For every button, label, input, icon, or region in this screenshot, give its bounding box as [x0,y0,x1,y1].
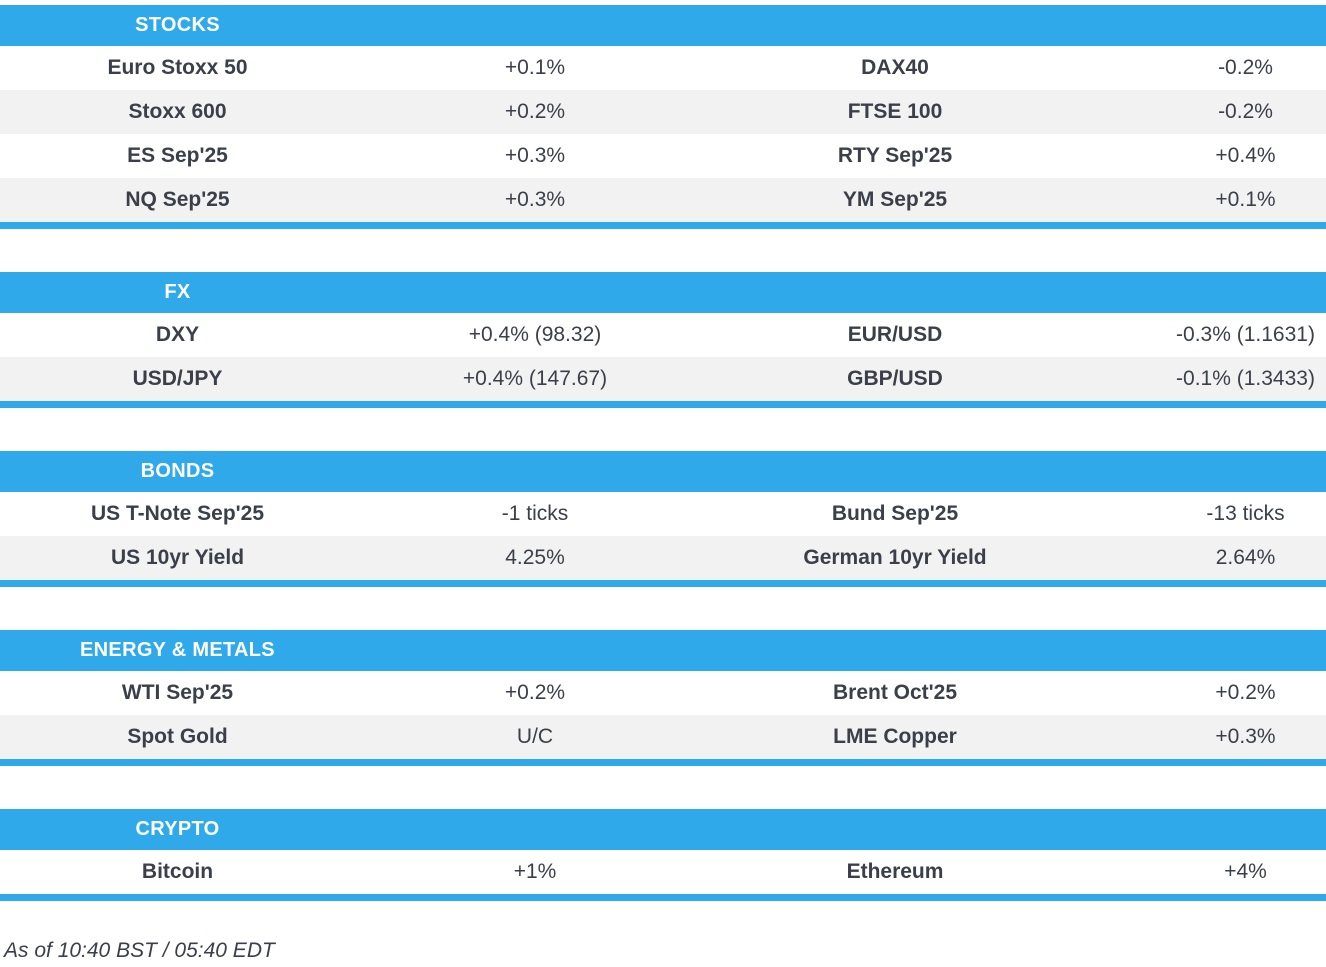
instrument-value: +1% [513,860,557,883]
instrument-label: US T-Note Sep'25 [90,502,265,525]
table-row: WTI Sep'25 +0.2% Brent Oct'25 +0.2% [0,671,1326,715]
instrument-label: FTSE 100 [847,100,943,123]
section-rows: WTI Sep'25 +0.2% Brent Oct'25 +0.2% Spot… [0,671,1326,759]
section-energy-metals: ENERGY & METALS WTI Sep'25 +0.2% Brent O… [0,630,1326,766]
instrument-label: Brent Oct'25 [832,681,958,704]
instrument-label: YM Sep'25 [842,188,948,211]
instrument-value: +0.2% [504,100,566,123]
table-row: NQ Sep'25 +0.3% YM Sep'25 +0.1% [0,178,1326,222]
section-underline [0,401,1326,408]
section-rows: Euro Stoxx 50 +0.1% DAX40 -0.2% Stoxx 60… [0,46,1326,222]
instrument-value: +0.1% [504,56,566,79]
instrument-value: +0.3% [504,144,566,167]
instrument-value: -0.2% [1218,100,1273,123]
table-row: Euro Stoxx 50 +0.1% DAX40 -0.2% [0,46,1326,90]
section-underline [0,759,1326,766]
instrument-value: +0.4% [1215,144,1276,167]
instrument-label: Bund Sep'25 [831,502,959,525]
section-title: ENERGY & METALS [80,639,275,661]
instrument-value: +0.3% [504,188,566,211]
instrument-value: -1 ticks [501,502,569,525]
instrument-value: +0.2% [504,681,566,704]
instrument-value: +0.2% [1215,681,1276,704]
section-header-bonds: BONDS [0,451,1326,492]
instrument-label: Euro Stoxx 50 [107,56,248,79]
instrument-label: EUR/USD [847,323,943,346]
section-underline [0,222,1326,229]
instrument-value: -0.1% (1.3433) [1176,367,1315,390]
instrument-label: US 10yr Yield [110,546,245,569]
instrument-label: LME Copper [833,725,957,748]
section-underline [0,580,1326,587]
instrument-label: DXY [155,323,200,346]
instrument-label: USD/JPY [132,367,223,390]
instrument-label: DAX40 [861,56,929,79]
market-snapshot-page: STOCKS Euro Stoxx 50 +0.1% DAX40 -0.2% S… [0,5,1326,963]
instrument-label: WTI Sep'25 [121,681,234,704]
instrument-label: ES Sep'25 [127,144,228,167]
as-of-timestamp: As of 10:40 BST / 05:40 EDT [4,939,275,962]
instrument-value: +0.4% (98.32) [468,323,602,346]
section-rows: US T-Note Sep'25 -1 ticks Bund Sep'25 -1… [0,492,1326,580]
table-row: Bitcoin +1% Ethereum +4% [0,850,1326,894]
instrument-value: U/C [516,725,554,748]
section-header-stocks: STOCKS [0,5,1326,46]
section-title: BONDS [140,460,215,482]
table-row: ES Sep'25 +0.3% RTY Sep'25 +0.4% [0,134,1326,178]
section-fx: FX DXY +0.4% (98.32) EUR/USD -0.3% (1.16… [0,272,1326,408]
section-underline [0,894,1326,901]
table-row: Spot Gold U/C LME Copper +0.3% [0,715,1326,759]
section-header-crypto: CRYPTO [0,809,1326,850]
section-title: CRYPTO [135,818,220,840]
instrument-label: Bitcoin [141,860,214,883]
table-row: USD/JPY +0.4% (147.67) GBP/USD -0.1% (1.… [0,357,1326,401]
instrument-value: 4.25% [505,546,565,569]
instrument-value: 2.64% [1215,546,1276,569]
section-header-fx: FX [0,272,1326,313]
table-row: DXY +0.4% (98.32) EUR/USD -0.3% (1.1631) [0,313,1326,357]
instrument-value: -0.2% [1218,56,1273,79]
section-rows: DXY +0.4% (98.32) EUR/USD -0.3% (1.1631)… [0,313,1326,401]
instrument-value: +4% [1224,860,1267,883]
instrument-value: -13 ticks [1206,502,1285,525]
section-bonds: BONDS US T-Note Sep'25 -1 ticks Bund Sep… [0,451,1326,587]
table-row: US 10yr Yield 4.25% German 10yr Yield 2.… [0,536,1326,580]
section-title: FX [164,281,191,303]
table-row: Stoxx 600 +0.2% FTSE 100 -0.2% [0,90,1326,134]
section-stocks: STOCKS Euro Stoxx 50 +0.1% DAX40 -0.2% S… [0,5,1326,229]
instrument-value: +0.4% (147.67) [462,367,608,390]
instrument-value: +0.3% [1215,725,1276,748]
instrument-label: Ethereum [846,860,944,883]
instrument-label: RTY Sep'25 [837,144,953,167]
section-title: STOCKS [135,14,220,36]
instrument-label: NQ Sep'25 [125,188,230,211]
section-rows: Bitcoin +1% Ethereum +4% [0,850,1326,894]
section-header-energy-metals: ENERGY & METALS [0,630,1326,671]
instrument-value: +0.1% [1215,188,1276,211]
instrument-label: Spot Gold [127,725,228,748]
instrument-label: GBP/USD [847,367,943,390]
section-crypto: CRYPTO Bitcoin +1% Ethereum +4% [0,809,1326,901]
instrument-value: -0.3% (1.1631) [1176,323,1315,346]
instrument-label: German 10yr Yield [803,546,987,569]
table-row: US T-Note Sep'25 -1 ticks Bund Sep'25 -1… [0,492,1326,536]
instrument-label: Stoxx 600 [128,100,227,123]
